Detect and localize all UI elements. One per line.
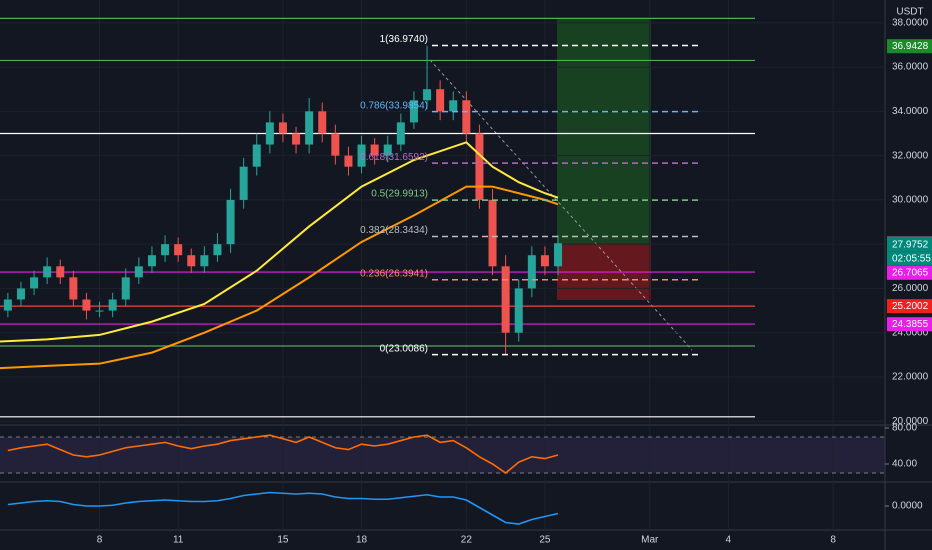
y-tick-label: 22.0000: [892, 372, 929, 383]
fib-label: 1(36.9740): [380, 34, 428, 45]
price-badge-label: 36.9428: [892, 41, 929, 52]
candle-body: [121, 277, 130, 300]
candle-body: [95, 310, 104, 312]
currency-unit: USDT: [896, 7, 923, 18]
candle-body: [174, 244, 183, 256]
candle-body: [56, 266, 65, 278]
fib-label: 0.382(28.3434): [360, 225, 428, 236]
candle-body: [554, 243, 563, 267]
x-tick-label: 15: [277, 535, 289, 546]
indicator-line: [7, 491, 559, 525]
y-tick-label: 38.0000: [892, 17, 929, 28]
y-tick-label: 30.0000: [892, 195, 929, 206]
x-tick-label: 18: [356, 535, 368, 546]
price-badge-label: 02:05:55: [892, 253, 931, 264]
candle-body: [501, 266, 510, 333]
candle-body: [436, 89, 445, 112]
y-tick-label: 20.0000: [892, 416, 929, 427]
fib-label: 0.786(33.9854): [360, 100, 428, 111]
x-tick-label: 8: [97, 535, 103, 546]
candle-body: [278, 122, 287, 134]
x-tick-label: 22: [461, 535, 473, 546]
candle-body: [3, 299, 12, 311]
candle-body: [69, 277, 78, 300]
candle-body: [82, 299, 91, 311]
candle-body: [462, 100, 471, 134]
y-tick-label: 26.0000: [892, 283, 929, 294]
candle-body: [30, 277, 39, 289]
x-tick-label: Mar: [641, 535, 659, 546]
candle-body: [488, 199, 497, 267]
candle-body: [357, 144, 366, 167]
price-badge: [887, 265, 932, 280]
indicator-line: [7, 434, 559, 474]
fib-label: 0.236(26.3941): [360, 268, 428, 279]
candle-body: [540, 255, 549, 267]
candle-body: [134, 266, 143, 278]
candle-body: [187, 255, 196, 267]
candle-body: [409, 100, 418, 123]
candle-body: [43, 266, 52, 278]
candle-body: [265, 122, 274, 145]
candle-body: [449, 100, 458, 112]
candle-body: [475, 133, 484, 200]
candle-body: [344, 155, 353, 167]
x-tick-label: 4: [726, 535, 732, 546]
y-tick-label: 36.0000: [892, 62, 929, 73]
candle-body: [213, 244, 222, 256]
price-badge: [887, 317, 932, 332]
x-tick-label: 8: [830, 535, 836, 546]
y-tick-label: 80.00: [892, 423, 917, 434]
candle-body: [239, 166, 248, 200]
price-badge-label: 27.9752: [892, 239, 929, 250]
fib-label: 0(23.0086): [380, 343, 428, 354]
price-badge-label: 26.7065: [892, 267, 929, 278]
candle-body: [16, 288, 25, 300]
y-tick-label: 34.0000: [892, 106, 929, 117]
candle-body: [108, 299, 117, 311]
candle-body: [527, 255, 536, 289]
fib-label: 0.5(29.9913): [371, 189, 428, 200]
long-target-zone: [557, 18, 651, 243]
candle-body: [383, 144, 392, 156]
y-tick-label: 0.0000: [892, 501, 923, 512]
moving-average: [0, 185, 559, 370]
price-badge: [887, 251, 932, 266]
candle-body: [161, 244, 170, 256]
price-badge-label: 24.3855: [892, 319, 929, 330]
candle-body: [292, 133, 301, 145]
candle-body: [200, 255, 209, 267]
fib-label: 0.618(31.6592): [360, 152, 428, 163]
candle-body: [226, 199, 235, 245]
price-badge: [887, 299, 932, 314]
x-tick-label: 25: [539, 535, 551, 546]
candle-body: [396, 122, 405, 145]
x-tick-label: 11: [173, 535, 184, 546]
price-badge: [887, 39, 932, 54]
candle-body: [318, 111, 327, 134]
rsi-band: [0, 437, 885, 473]
trend-line: [429, 59, 693, 351]
candle-body: [514, 288, 523, 333]
price-badge: [887, 237, 932, 252]
candle-body: [305, 111, 314, 145]
y-tick-label: 40.00: [892, 459, 917, 470]
y-tick-label: 32.0000: [892, 150, 929, 161]
candle-body: [423, 89, 432, 101]
candle-body: [331, 133, 340, 156]
price-badge-label: 25.2002: [892, 301, 929, 312]
candle-body: [370, 144, 379, 156]
candle-body: [252, 144, 261, 167]
y-tick-label: 24.0000: [892, 327, 929, 338]
candle-body: [147, 255, 156, 267]
moving-average: [0, 141, 559, 343]
